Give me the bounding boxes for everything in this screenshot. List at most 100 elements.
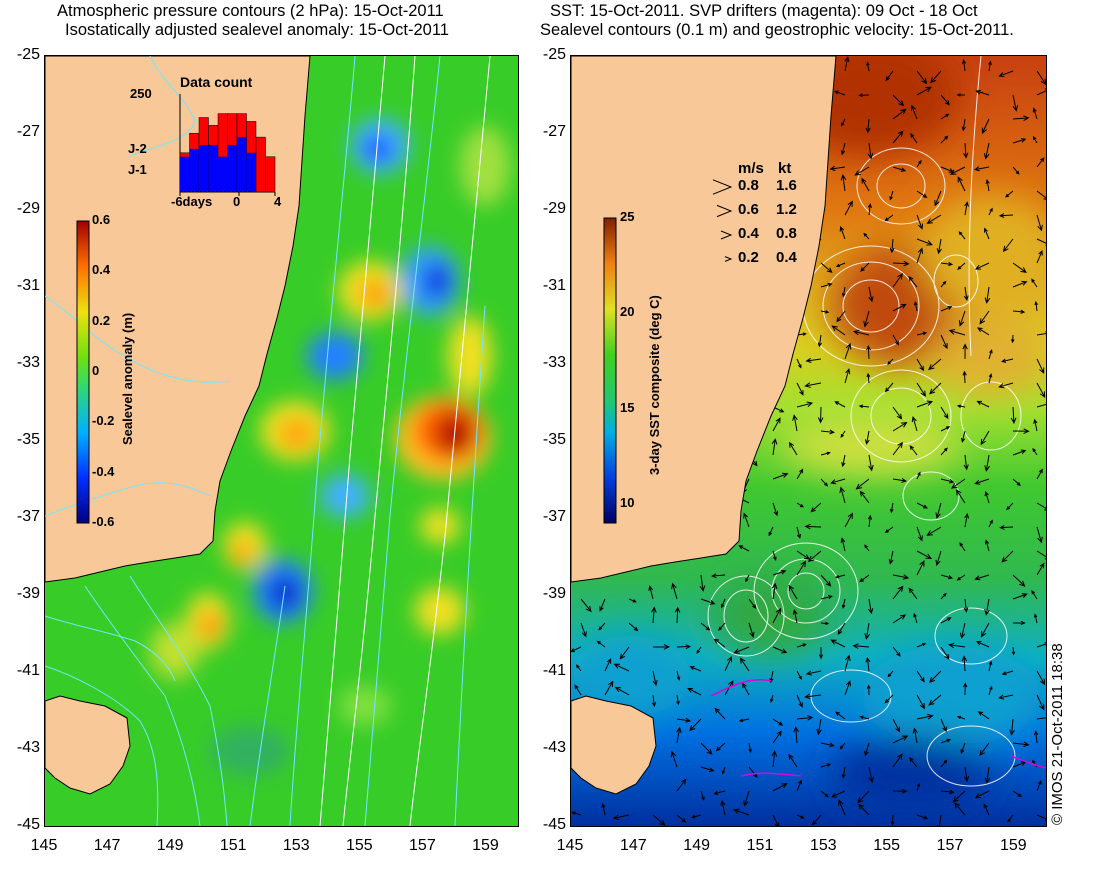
velocity-arrow	[1036, 502, 1046, 511]
lat-tick-right: -29	[542, 200, 566, 217]
velocity-arrow	[769, 670, 774, 684]
histogram-bar-j1	[246, 152, 256, 192]
velocity-arrow	[865, 656, 871, 672]
velocity-arrow	[984, 766, 991, 784]
velocity-arrow	[892, 260, 910, 267]
velocity-arrow	[868, 598, 874, 615]
velocity-arrow	[916, 502, 928, 509]
velocity-arrow	[1031, 589, 1038, 600]
velocity-arrow	[839, 742, 846, 750]
velocity-arrow	[796, 694, 803, 708]
lat-tick-right: -25	[542, 46, 566, 63]
velocity-arrow	[910, 133, 918, 144]
velocity-arrow	[859, 490, 870, 504]
velocity-arrow	[738, 545, 750, 552]
lat-tick-left: -39	[16, 585, 40, 602]
velocity-arrow	[601, 802, 606, 816]
velocity-arrow	[628, 598, 637, 603]
velocity-arrow	[892, 94, 905, 107]
sst-colorbar-label: 3-day SST composite (deg C)	[647, 295, 662, 475]
velocity-arrow	[975, 640, 990, 648]
velocity-arrow	[1012, 138, 1027, 144]
velocity-arrow	[805, 670, 822, 676]
velocity-arrow	[892, 718, 901, 733]
velocity-arrow	[909, 757, 918, 768]
velocity-arrow	[1012, 449, 1027, 456]
velocity-arrow	[844, 680, 851, 696]
sst-colorbar-tick: 10	[620, 494, 635, 510]
inset-y-max: 250	[130, 86, 152, 101]
velocity-arrow	[844, 368, 851, 384]
velocity-arrow	[652, 644, 671, 650]
velocity-arrow	[687, 687, 702, 696]
velocity-arrow	[599, 598, 606, 612]
sst-colorbar-tick: 15	[620, 399, 635, 415]
velocity-arrow	[974, 262, 990, 270]
velocity-arrow	[988, 60, 992, 72]
velocity-arrow	[833, 90, 846, 96]
velocity-arrow	[988, 519, 993, 528]
velocity-arrow	[988, 660, 993, 672]
velocity-arrow	[619, 646, 630, 660]
velocity-arrow	[916, 214, 924, 230]
velocity-arrow	[974, 478, 990, 485]
sst-sealevel-contours	[707, 56, 1022, 787]
velocity-arrow	[820, 742, 835, 748]
velocity-key-ms: 0.6	[738, 201, 759, 218]
velocity-arrow	[985, 178, 990, 192]
velocity-arrow	[652, 670, 658, 687]
velocity-arrow	[1033, 730, 1039, 744]
velocity-arrow	[926, 214, 942, 224]
svp-drifter-track-3	[1010, 755, 1046, 769]
sla-colorbar-tick: -0.6	[92, 514, 115, 529]
velocity-arrow	[884, 214, 894, 222]
velocity-arrow	[916, 238, 933, 246]
velocity-arrow	[1036, 562, 1045, 576]
velocity-arrow	[1036, 331, 1046, 336]
velocity-arrow	[721, 766, 726, 775]
velocity-arrow	[951, 478, 966, 489]
velocity-arrow	[788, 753, 798, 768]
velocity-arrow	[916, 86, 932, 96]
velocity-arrow	[889, 190, 894, 201]
sla-colorbar-tick: 0.4	[92, 262, 111, 278]
velocity-arrow	[916, 247, 924, 264]
velocity-arrow	[772, 417, 781, 432]
velocity-arrow	[840, 174, 847, 192]
lon-tick-right: 145	[556, 837, 584, 854]
velocity-arrow	[804, 693, 822, 700]
key-header-ms: m/s	[738, 160, 764, 177]
velocity-arrow	[792, 414, 798, 432]
velocity-arrow	[742, 682, 750, 696]
histogram-bar-j1	[199, 144, 209, 192]
velocity-arrow	[839, 226, 846, 240]
velocity-arrow	[976, 400, 990, 408]
velocity-key-arrow	[712, 179, 733, 195]
velocity-arrow	[1036, 238, 1046, 247]
velocity-arrow	[940, 94, 950, 106]
velocity-key-ms: 0.2	[738, 249, 759, 266]
velocity-arrow	[718, 622, 726, 631]
inset-title: Data count	[180, 74, 253, 90]
velocity-arrow	[957, 262, 966, 270]
sealevel-map-svg	[45, 56, 518, 826]
velocity-arrow	[892, 753, 903, 768]
velocity-arrow	[962, 682, 968, 696]
lon-tick-left: 153	[282, 837, 310, 854]
lon-tick-right: 147	[619, 837, 647, 854]
velocity-arrow	[1036, 157, 1045, 168]
velocity-arrow	[580, 598, 592, 613]
velocity-arrow	[961, 655, 968, 672]
velocity-arrow	[772, 607, 781, 624]
lat-tick-left: -37	[16, 508, 40, 525]
velocity-arrow	[1012, 574, 1026, 587]
histogram-bar-j1	[237, 137, 247, 192]
velocity-arrow	[1006, 502, 1014, 511]
velocity-arrow	[1012, 280, 1028, 288]
australia-land-right	[571, 56, 837, 583]
velocity-arrow	[772, 550, 777, 561]
velocity-arrow	[1012, 593, 1028, 600]
velocity-arrow	[696, 646, 702, 654]
lat-tick-left: -41	[16, 662, 40, 679]
svp-drifter-track-1	[710, 678, 772, 697]
